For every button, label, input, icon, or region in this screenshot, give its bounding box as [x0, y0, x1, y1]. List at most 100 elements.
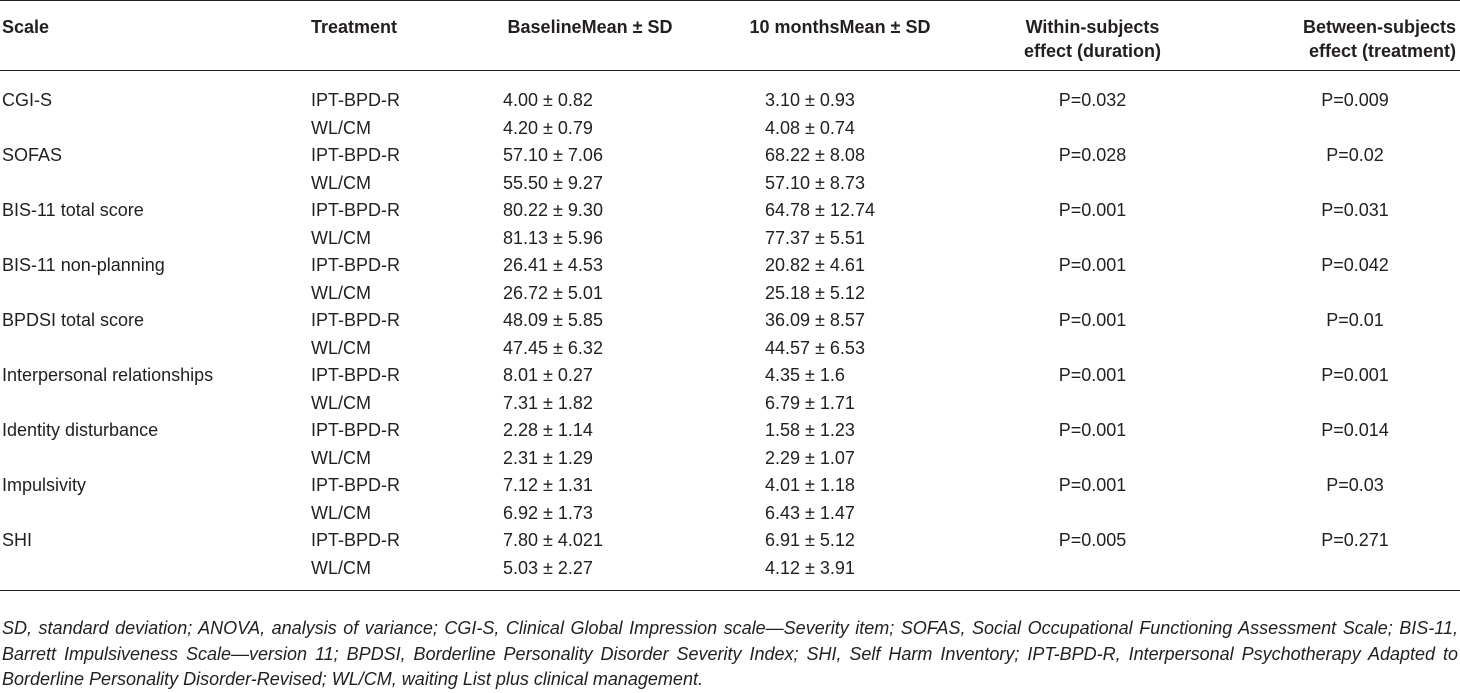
cell-treatment: WL/CM [311, 447, 371, 468]
cell-within-effect: P=0.001 [1058, 365, 1127, 385]
cell-baseline: 7.31 ± 1.82 [503, 392, 593, 413]
cell-ten-months: 25.18 ± 5.12 [765, 282, 865, 303]
cell-ten-months: 4.35 ± 1.6 [765, 365, 845, 385]
cell-between-effect [1220, 280, 1460, 308]
table-row: WL/CM 81.13 ± 5.96 77.37 ± 5.51 [0, 225, 1460, 253]
cell-treatment: IPT-BPD-R [311, 475, 401, 495]
cell-scale [0, 115, 305, 143]
table-row: WL/CM 4.20 ± 0.79 4.08 ± 0.74 [0, 115, 1460, 143]
cell-treatment: WL/CM [311, 502, 371, 523]
table-row: WL/CM 6.92 ± 1.73 6.43 ± 1.47 [0, 500, 1460, 528]
cell-treatment: IPT-BPD-R [311, 145, 401, 165]
cell-baseline: 55.50 ± 9.27 [503, 172, 603, 193]
cell-treatment: WL/CM [311, 337, 371, 358]
header-within-subjects: Within-subjects effect (duration) [965, 0, 1220, 71]
cell-within-effect [965, 335, 1220, 363]
cell-scale: BPDSI total score [2, 310, 145, 330]
cell-baseline: 80.22 ± 9.30 [503, 200, 603, 220]
cell-within-effect [965, 445, 1220, 473]
header-within-line2: effect (duration) [1024, 41, 1161, 61]
cell-within-effect [965, 555, 1220, 583]
cell-scale: BIS-11 total score [2, 200, 144, 220]
cell-scale [0, 445, 305, 473]
cell-baseline: 8.01 ± 0.27 [503, 365, 593, 385]
cell-treatment: IPT-BPD-R [311, 310, 401, 330]
cell-baseline: 81.13 ± 5.96 [503, 227, 603, 248]
cell-treatment: WL/CM [311, 557, 371, 578]
cell-within-effect [965, 280, 1220, 308]
cell-between-effect: P=0.03 [1326, 475, 1384, 495]
table-row: WL/CM 7.31 ± 1.82 6.79 ± 1.71 [0, 390, 1460, 418]
cell-within-effect: P=0.001 [1058, 420, 1127, 440]
cell-ten-months: 44.57 ± 6.53 [765, 337, 865, 358]
cell-ten-months: 20.82 ± 4.61 [765, 255, 865, 275]
header-scale: Scale [0, 0, 305, 71]
table-row: BIS-11 non-planning IPT-BPD-R 26.41 ± 4.53… [0, 252, 1460, 280]
cell-baseline: 2.31 ± 1.29 [503, 447, 593, 468]
results-table: Scale Treatment BaselineMean ± SD 10 mon… [0, 0, 1460, 583]
cell-between-effect [1220, 445, 1460, 473]
cell-between-effect [1220, 225, 1460, 253]
cell-within-effect [965, 225, 1220, 253]
cell-between-effect: P=0.031 [1321, 200, 1389, 220]
header-within-line1: Within-subjects [1025, 17, 1160, 37]
cell-between-effect [1220, 390, 1460, 418]
cell-baseline: 7.80 ± 4.021 [503, 530, 603, 550]
cell-baseline: 2.28 ± 1.14 [503, 420, 593, 440]
cell-treatment: IPT-BPD-R [311, 365, 401, 385]
cell-between-effect: P=0.271 [1321, 530, 1389, 550]
cell-scale: Interpersonal relationships [2, 365, 214, 385]
cell-baseline: 5.03 ± 2.27 [503, 557, 593, 578]
cell-within-effect: P=0.001 [1058, 310, 1127, 330]
cell-scale [0, 390, 305, 418]
cell-scale: SHI [2, 530, 33, 550]
cell-treatment: WL/CM [311, 227, 371, 248]
cell-scale: BIS-11 non-planning [2, 255, 165, 275]
cell-treatment: IPT-BPD-R [311, 200, 401, 220]
table-body: CGI-S IPT-BPD-R 4.00 ± 0.82 3.10 ± 0.93 P=0.… [0, 71, 1460, 583]
cell-treatment: WL/CM [311, 117, 371, 138]
header-treatment: Treatment [305, 0, 465, 71]
cell-treatment: IPT-BPD-R [311, 530, 401, 550]
cell-scale: Impulsivity [2, 475, 87, 495]
cell-baseline: 26.41 ± 4.53 [503, 255, 603, 275]
table-bottom-rule [0, 590, 1460, 591]
cell-within-effect: P=0.028 [1058, 145, 1127, 165]
cell-baseline: 57.10 ± 7.06 [503, 145, 603, 165]
cell-ten-months: 77.37 ± 5.51 [765, 227, 865, 248]
cell-ten-months: 64.78 ± 12.74 [765, 200, 875, 220]
cell-ten-months: 6.43 ± 1.47 [765, 502, 855, 523]
cell-baseline: 47.45 ± 6.32 [503, 337, 603, 358]
cell-ten-months: 68.22 ± 8.08 [765, 145, 865, 165]
cell-between-effect: P=0.02 [1326, 145, 1384, 165]
header-baseline: BaselineMean ± SD [465, 0, 715, 71]
cell-between-effect: P=0.009 [1321, 90, 1389, 110]
table-footnote: SD, standard deviation; ANOVA, analysis … [2, 618, 1458, 689]
header-ten-months: 10 monthsMean ± SD [715, 0, 965, 71]
cell-between-effect: P=0.001 [1321, 365, 1389, 385]
table-row: SOFAS IPT-BPD-R 57.10 ± 7.06 68.22 ± 8.08 P=… [0, 142, 1460, 170]
cell-treatment: WL/CM [311, 172, 371, 193]
cell-between-effect: P=0.042 [1321, 255, 1389, 275]
cell-treatment: IPT-BPD-R [311, 420, 401, 440]
cell-within-effect: P=0.001 [1058, 200, 1127, 220]
table-row: WL/CM 47.45 ± 6.32 44.57 ± 6.53 [0, 335, 1460, 363]
cell-ten-months: 2.29 ± 1.07 [765, 447, 855, 468]
cell-ten-months: 1.58 ± 1.23 [765, 420, 855, 440]
table-row: Interpersonal relationships IPT-BPD-R 8.01… [0, 362, 1460, 390]
cell-baseline: 7.12 ± 1.31 [503, 475, 593, 495]
table-header-row: Scale Treatment BaselineMean ± SD 10 mon… [0, 0, 1460, 71]
cell-scale [0, 170, 305, 198]
cell-between-effect: P=0.01 [1326, 310, 1384, 330]
cell-treatment: WL/CM [311, 282, 371, 303]
results-table-container: Scale Treatment BaselineMean ± SD 10 mon… [0, 0, 1460, 583]
cell-baseline: 6.92 ± 1.73 [503, 502, 593, 523]
cell-treatment: IPT-BPD-R [311, 255, 401, 275]
cell-baseline: 4.20 ± 0.79 [503, 117, 593, 138]
cell-within-effect [965, 115, 1220, 143]
table-row: WL/CM 55.50 ± 9.27 57.10 ± 8.73 [0, 170, 1460, 198]
cell-scale: Identity disturbance [2, 420, 159, 440]
cell-treatment: IPT-BPD-R [311, 90, 401, 110]
table-row: WL/CM 5.03 ± 2.27 4.12 ± 3.91 [0, 555, 1460, 583]
table-row: CGI-S IPT-BPD-R 4.00 ± 0.82 3.10 ± 0.93 P=0.… [0, 87, 1460, 115]
